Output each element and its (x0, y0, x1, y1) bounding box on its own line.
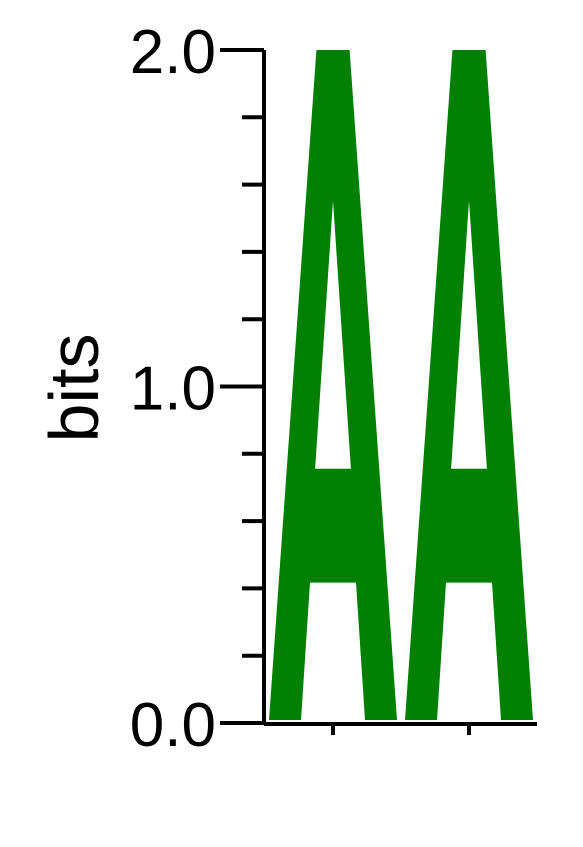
letter-stack-position-1 (269, 50, 397, 720)
y-tick-label: 1.0 (130, 355, 216, 424)
letter-stack-position-2 (405, 50, 533, 720)
y-axis-label: bits (35, 334, 113, 443)
letter-stacks (269, 50, 533, 720)
x-axis (264, 722, 537, 735)
y-tick-label: 2.0 (130, 18, 216, 87)
y-tick-label: 0.0 (130, 691, 216, 760)
letter-A-glyph (269, 50, 397, 720)
letter-A-glyph (405, 50, 533, 720)
y-axis: 0.0 1.0 2.0 (130, 18, 266, 760)
